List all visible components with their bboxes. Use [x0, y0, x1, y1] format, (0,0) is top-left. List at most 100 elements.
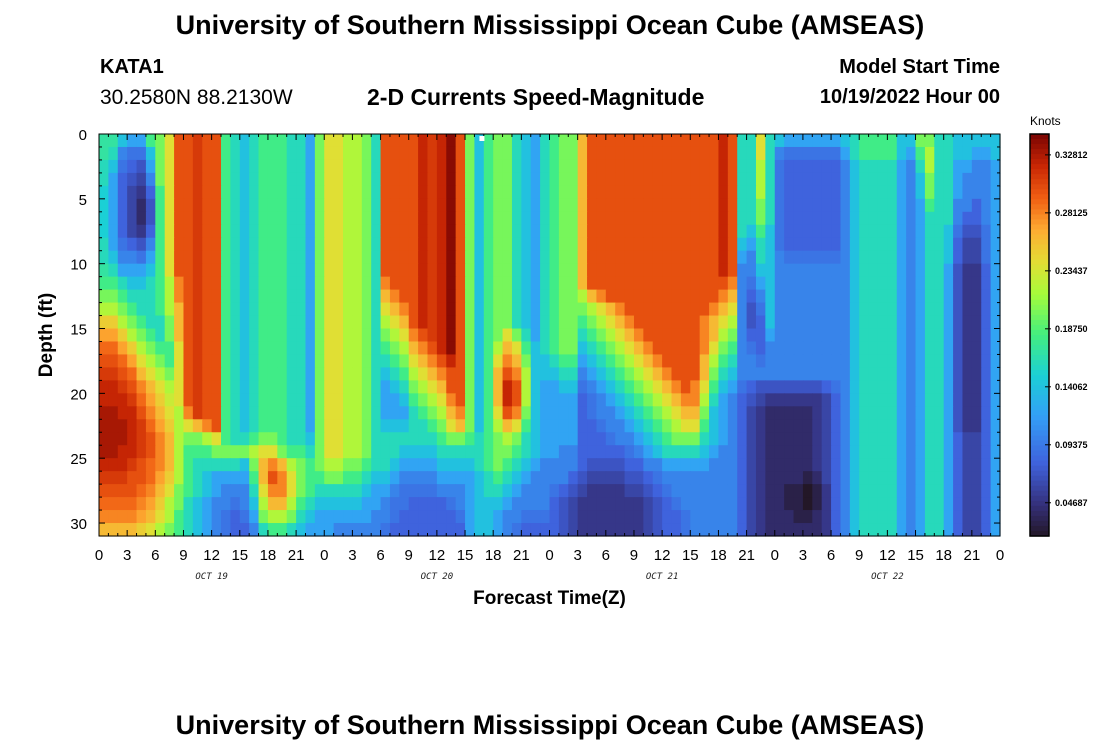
heat-cell — [380, 185, 391, 200]
heat-cell — [690, 134, 701, 148]
heat-cell — [971, 185, 982, 200]
heat-cell — [511, 354, 522, 369]
heat-cell — [286, 237, 297, 252]
heat-cell — [483, 510, 494, 524]
heat-cell — [164, 432, 175, 446]
heat-cell — [671, 224, 682, 239]
heat-cell — [117, 328, 128, 343]
heat-cell — [699, 510, 710, 524]
heat-cell — [540, 445, 551, 459]
heat-cell — [155, 445, 166, 459]
heat-cell — [849, 250, 860, 265]
heat-cell — [699, 497, 710, 511]
heat-cell — [953, 458, 964, 472]
heat-cell — [380, 510, 391, 524]
heat-cell — [399, 185, 410, 200]
heat-cell — [540, 302, 551, 317]
heat-cell — [831, 432, 842, 446]
heat-cell — [192, 185, 203, 200]
heat-cell — [455, 185, 466, 200]
heat-cell — [399, 302, 410, 317]
heat-cell — [568, 302, 579, 317]
heat-cell — [915, 367, 926, 381]
heat-cell — [399, 172, 410, 187]
heat-cell — [249, 393, 260, 407]
heat-cell — [633, 497, 644, 511]
heat-cell — [737, 224, 748, 239]
heat-cell — [680, 146, 691, 161]
heat-cell — [333, 367, 344, 381]
heat-cell — [399, 315, 410, 330]
heat-cell — [680, 367, 691, 381]
heat-cell — [145, 159, 156, 174]
heat-cell — [558, 302, 569, 317]
heat-cell — [577, 237, 588, 252]
heat-cell — [793, 380, 804, 394]
x-tick-label: 21 — [964, 547, 981, 564]
heat-cell — [699, 211, 710, 226]
heat-cell — [155, 484, 166, 498]
heat-cell — [239, 146, 250, 161]
heat-cell — [211, 146, 222, 161]
heat-cell — [568, 380, 579, 394]
x-tick-label: 18 — [710, 547, 727, 564]
x-axis-title: Forecast Time(Z) — [473, 588, 626, 609]
heat-cell — [192, 497, 203, 511]
heat-cell — [136, 328, 147, 343]
heat-cell — [812, 211, 823, 226]
heat-cell — [202, 419, 213, 433]
heat-cell — [558, 497, 569, 511]
heat-cell — [267, 263, 278, 278]
heat-cell — [380, 250, 391, 265]
heat-cell — [389, 276, 400, 291]
heat-cell — [380, 289, 391, 304]
heat-cell — [615, 198, 626, 213]
heat-cell — [267, 497, 278, 511]
heat-cell — [821, 302, 832, 317]
heat-cell — [371, 523, 382, 537]
heat-cell — [859, 393, 870, 407]
heat-cell — [493, 263, 504, 278]
heat-cell — [324, 393, 335, 407]
heat-cell — [296, 354, 307, 369]
heat-cell — [755, 237, 766, 252]
heat-cell — [399, 276, 410, 291]
heat-cell — [737, 497, 748, 511]
heat-cell — [267, 406, 278, 420]
heat-cell — [915, 302, 926, 317]
heat-cell — [202, 276, 213, 291]
heat-cell — [971, 471, 982, 485]
heat-cell — [455, 134, 466, 148]
heat-cell — [605, 406, 616, 420]
heat-cell — [277, 380, 288, 394]
heat-cell — [277, 198, 288, 213]
heat-cell — [652, 237, 663, 252]
heat-cell — [868, 250, 879, 265]
heat-cell — [896, 367, 907, 381]
heat-cell — [615, 185, 626, 200]
heat-cell — [746, 406, 757, 420]
heat-cell — [915, 510, 926, 524]
heat-cell — [117, 510, 128, 524]
heat-cell — [699, 134, 710, 148]
heat-cell — [662, 134, 673, 148]
heat-cell — [558, 172, 569, 187]
heat-cell — [286, 224, 297, 239]
heat-cell — [455, 198, 466, 213]
heat-cell — [840, 380, 851, 394]
heat-cell — [305, 341, 316, 356]
heat-cell — [361, 341, 372, 356]
heat-cell — [605, 510, 616, 524]
heat-cell — [605, 523, 616, 537]
heat-cell — [690, 224, 701, 239]
heat-cell — [296, 211, 307, 226]
heat-cell — [934, 471, 945, 485]
heat-cell — [465, 523, 476, 537]
heat-cell — [99, 380, 109, 394]
model-start-value: 10/19/2022 Hour 00 — [819, 86, 1000, 108]
heat-cell — [502, 159, 513, 174]
heat-cell — [446, 510, 457, 524]
heat-cell — [136, 263, 147, 278]
heat-cell — [174, 497, 185, 511]
heat-cell — [784, 341, 795, 356]
